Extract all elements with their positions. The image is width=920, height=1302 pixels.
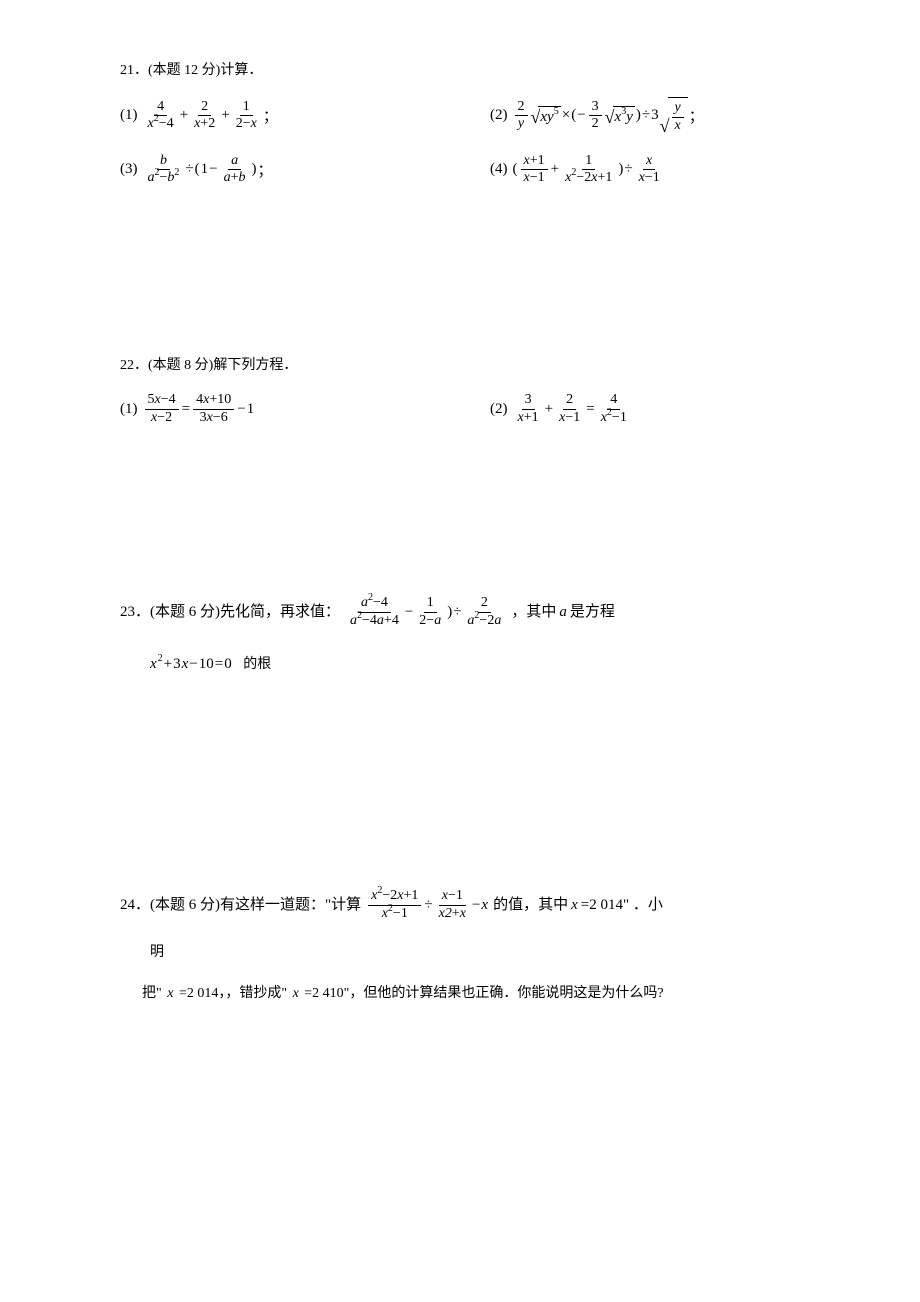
problem-22-header: 22．(本题 8 分)解下列方程． — [120, 355, 820, 376]
problem-24-line2: 把" x =2 014，，错抄成" x =2 410"，但他的计算结果也正确．你… — [120, 983, 820, 1004]
problem-21-row1: (1) 4x2−4 + 2x+2 + 12−x ； (2) 2y √xy5 × … — [120, 97, 820, 153]
p21-header-text: 21．(本题 12 分)计算． — [120, 63, 262, 78]
p23-pre: 23．(本题 6 分)先化简，再求值： — [120, 601, 340, 624]
p24-l2-pre: 把" — [142, 986, 162, 1001]
problem-23: 23．(本题 6 分)先化简，再求值： a2−4a2−4a+4 − 12−a )… — [120, 595, 820, 630]
formula-23: a2−4a2−4a+4 − 12−a ) ÷ 2a2−2a — [345, 595, 506, 630]
p22-header-text: 22．(本题 8 分)解下列方程． — [120, 358, 297, 373]
formula-24: x2−2x+1x2−1 ÷ x−1x2+x −x — [366, 888, 488, 923]
formula-21-3: (3) ba2−b2 ÷ (1− aa+b )； — [120, 153, 273, 188]
problem-21-header: 21．(本题 12 分)计算． — [120, 60, 820, 81]
formula-22-1: (1) 5x−4x−2 = 4x+103x−6 −1 — [120, 392, 254, 427]
p24-mid: 的值，其中 — [493, 894, 568, 917]
problem-24: 24．(本题 6 分)有这样一道题："计算 x2−2x+1x2−1 ÷ x−1x… — [120, 888, 820, 923]
formula-21-2: (2) 2y √xy5 × (− 32 √x3y ) ÷3 √yx ； — [490, 97, 704, 135]
p23-end: 是方程 — [570, 601, 615, 624]
problem-24-ming: 明 — [120, 942, 820, 963]
p24-l2-mid2: =2 410"，但他的计算结果也正确．你能说明这是为什么吗? — [304, 986, 663, 1001]
p24-val1: =2 014" ．小 — [581, 894, 663, 917]
formula-21-4: (4) ( x+1x−1 + 1x2−2x+1 ) ÷ xx−1 — [490, 153, 665, 188]
p24-pre: 24．(本题 6 分)有这样一道题："计算 — [120, 894, 361, 917]
formula-23-root: x2+3x−10=0 — [150, 653, 232, 676]
problem-21-row2: (3) ba2−b2 ÷ (1− aa+b )； (4) ( x+1x−1 + … — [120, 153, 820, 206]
p24-l2-mid1: =2 014，，错抄成" — [179, 986, 287, 1001]
problem-23-line2: x2+3x−10=0 的根 — [120, 653, 820, 676]
p23-root-text: 的根 — [243, 657, 271, 672]
formula-22-2: (2) 3x+1 + 2x−1 = 4x2−1 — [490, 392, 632, 427]
problem-22-row: (1) 5x−4x−2 = 4x+103x−6 −1 (2) 3x+1 + 2x… — [120, 392, 820, 445]
p24-ming-text: 明 — [150, 945, 164, 960]
p23-post: ，其中 — [511, 601, 556, 624]
formula-21-1: (1) 4x2−4 + 2x+2 + 12−x ； — [120, 99, 278, 134]
